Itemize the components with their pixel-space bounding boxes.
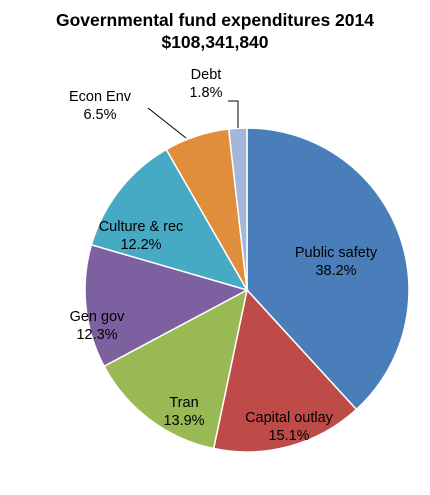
slice-value: 38.2% xyxy=(315,263,356,279)
slice-labels: Public safety 38.2% Capital outlay 15.1% Tra… xyxy=(69,67,378,444)
chart-subtitle: $108,341,840 xyxy=(161,32,268,52)
slice-name: Tran xyxy=(169,395,198,411)
slice-value: 15.1% xyxy=(268,428,309,444)
slice-label-public-safety: Public safety 38.2% xyxy=(295,245,378,279)
slice-label-tran: Tran 13.9% xyxy=(163,395,204,429)
pie-slice-tran xyxy=(103,288,249,450)
slice-name: Culture & rec xyxy=(99,219,184,235)
slice-value: 13.9% xyxy=(163,413,204,429)
slice-value: 6.5% xyxy=(83,107,116,123)
slice-label-gen-gov: Gen gov 12.3% xyxy=(70,309,126,343)
slice-name: Capital outlay xyxy=(245,410,334,426)
pie-slices xyxy=(84,127,410,453)
pie-slice-capital-outlay xyxy=(212,288,358,453)
slice-label-capital-outlay: Capital outlay 15.1% xyxy=(245,410,334,444)
leader-line-econ-env xyxy=(147,107,187,139)
slice-name: Public safety xyxy=(295,245,378,261)
slice-value: 1.8% xyxy=(189,85,222,101)
slice-label-debt: Debt 1.8% xyxy=(189,67,222,101)
pie-slice-gen-gov xyxy=(84,243,249,368)
slice-name: Debt xyxy=(191,67,222,83)
pie-slice-debt xyxy=(227,127,248,291)
slice-label-econ-env: Econ Env 6.5% xyxy=(69,89,132,123)
pie-slice-public-safety xyxy=(246,127,410,411)
slice-name: Econ Env xyxy=(69,89,132,105)
leader-lines xyxy=(147,100,239,139)
slice-label-culture-and-rec: Culture & rec 12.2% xyxy=(99,219,184,253)
slice-value: 12.2% xyxy=(120,237,161,253)
slice-value: 12.3% xyxy=(76,327,117,343)
slice-name: Gen gov xyxy=(70,309,126,325)
chart-title: Governmental fund expenditures 2014 xyxy=(56,10,374,30)
pie-slice-culture-and-rec xyxy=(90,148,249,292)
leader-line-debt xyxy=(228,100,239,128)
